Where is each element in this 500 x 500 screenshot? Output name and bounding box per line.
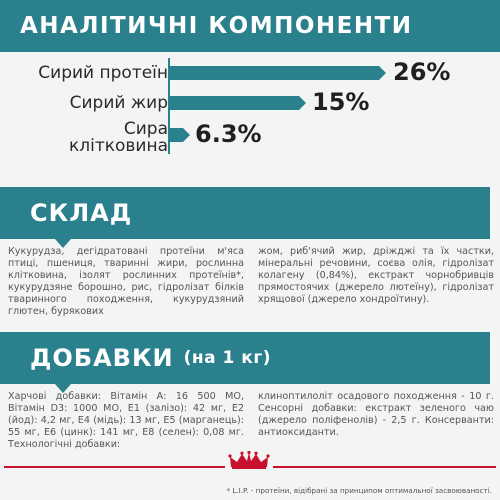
analytics-label-line2: клітковина: [68, 136, 168, 156]
composition-title: СКЛАД: [30, 199, 133, 227]
analytics-bar-arrow: [299, 96, 306, 110]
footer-divider-right: [273, 466, 496, 468]
additives-text-col1: Харчові добавки: Вітамін А: 16 500 МО, В…: [8, 391, 244, 451]
footer-note: * L.I.P. - протеїни, відібрані за принци…: [226, 486, 492, 495]
analytics-bar: [168, 96, 299, 110]
analytics-header: АНАЛІТИЧНІ КОМПОНЕНТИ: [0, 0, 500, 52]
analytics-bar-arrow: [183, 128, 190, 142]
analytics-bar-arrow: [379, 66, 386, 80]
additives-header-notch: [55, 384, 71, 393]
analytics-value: 15%: [312, 88, 370, 116]
composition-header: СКЛАД: [0, 187, 490, 239]
analytics-title: АНАЛІТИЧНІ КОМПОНЕНТИ: [20, 13, 413, 39]
composition-text-col2: жом, риб'ячий жир, дріжджі та їх частки,…: [258, 246, 494, 306]
analytics-bar: [168, 66, 379, 80]
analytics-value: 6.3%: [195, 120, 262, 148]
additives-text-col2: клиноптилоліт осадового походження - 10 …: [258, 391, 494, 439]
analytics-label: Сирий протеїн: [38, 63, 168, 83]
analytics-label-line1: Сира: [123, 119, 168, 139]
additives-title-unit: (на 1 кг): [183, 348, 271, 368]
analytics-value: 26%: [393, 58, 451, 86]
composition-header-notch: [55, 239, 71, 248]
analytics-label: Сирий жир: [69, 93, 168, 113]
royal-canin-crown-logo-icon: [228, 451, 270, 469]
analytics-bar: [168, 128, 183, 142]
composition-text-col1: Кукурудза, дегідратовані протеїни м'яса …: [8, 246, 244, 318]
additives-header: ДОБАВКИ (на 1 кг): [0, 332, 490, 384]
footer-divider-left: [4, 466, 225, 468]
additives-title: ДОБАВКИ: [30, 344, 174, 372]
